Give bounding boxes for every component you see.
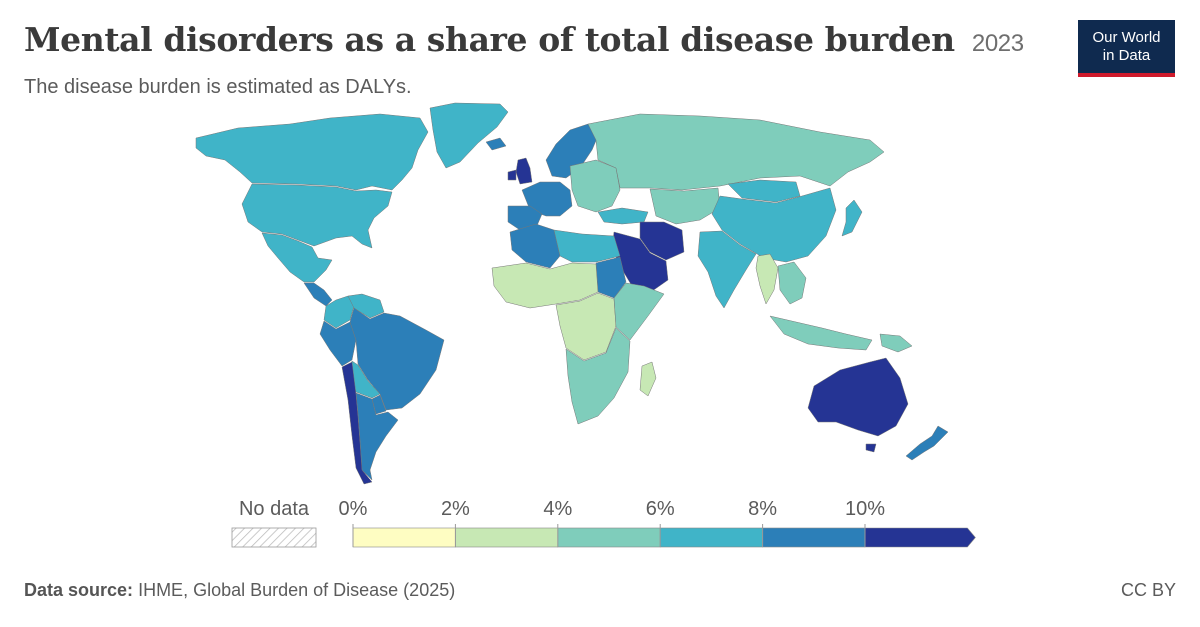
- region-new-zealand[interactable]: [905, 425, 949, 461]
- region-mexico[interactable]: [261, 232, 333, 283]
- region-japan[interactable]: [841, 199, 863, 237]
- logo-line-1: Our World: [1092, 29, 1161, 46]
- logo-line-2: in Data: [1102, 47, 1151, 64]
- no-data-label: No data: [239, 498, 310, 520]
- legend-tick-label: 2%: [441, 498, 470, 520]
- legend-bin-4[interactable]: [762, 527, 866, 548]
- region-iran[interactable]: [639, 221, 685, 261]
- region-central-america[interactable]: [303, 282, 333, 307]
- chart-subtitle: The disease burden is estimated as DALYs…: [24, 76, 412, 98]
- legend-tick-label: 6%: [646, 498, 675, 520]
- legend-bin-5[interactable]: [864, 527, 976, 548]
- region-russia[interactable]: [587, 113, 885, 191]
- data-source: Data source: IHME, Global Burden of Dise…: [24, 580, 455, 601]
- legend-tick-label: 10%: [845, 498, 885, 520]
- region-algeria-morocco[interactable]: [509, 223, 561, 269]
- legend-tick-label: 4%: [543, 498, 572, 520]
- region-colombia[interactable]: [323, 295, 355, 329]
- chart-title: Mental disorders as a share of total dis…: [24, 20, 1024, 59]
- region-greenland[interactable]: [429, 102, 509, 169]
- legend-bin-2[interactable]: [557, 527, 661, 548]
- legend-bin-3[interactable]: [659, 527, 763, 548]
- map-legend: No data 0% 2% 4% 6% 8% 10%: [231, 498, 976, 548]
- region-southeast-asia[interactable]: [777, 261, 807, 305]
- region-indonesia[interactable]: [769, 315, 873, 351]
- region-scandinavia[interactable]: [545, 123, 599, 179]
- region-myanmar-thailand[interactable]: [755, 253, 779, 305]
- region-united-kingdom[interactable]: [515, 157, 533, 185]
- region-india[interactable]: [697, 230, 757, 309]
- region-central-africa[interactable]: [555, 292, 617, 361]
- data-source-label: Data source:: [24, 580, 134, 600]
- region-east-africa[interactable]: [613, 282, 665, 341]
- owid-logo[interactable]: Our World in Data: [1078, 20, 1175, 77]
- region-southern-africa[interactable]: [565, 327, 631, 425]
- region-australia[interactable]: [807, 357, 909, 437]
- region-mongolia[interactable]: [727, 179, 801, 203]
- region-brazil[interactable]: [349, 307, 445, 411]
- region-ireland[interactable]: [507, 169, 517, 181]
- data-source-text: IHME, Global Burden of Disease (2025): [138, 580, 456, 600]
- region-canada[interactable]: [195, 113, 429, 191]
- region-north-africa[interactable]: [553, 229, 621, 263]
- region-west-africa[interactable]: [491, 262, 599, 309]
- legend-tick-label: 0%: [339, 498, 368, 520]
- region-peru[interactable]: [319, 320, 357, 367]
- region-united-states[interactable]: [241, 183, 393, 249]
- region-central-asia[interactable]: [649, 187, 721, 225]
- title-text: Mental disorders as a share of total dis…: [24, 20, 955, 59]
- region-eastern-europe[interactable]: [569, 159, 621, 213]
- region-tasmania[interactable]: [865, 443, 877, 453]
- legend-bin-0[interactable]: [352, 527, 456, 548]
- region-chile[interactable]: [341, 361, 373, 485]
- legend-bin-1[interactable]: [455, 527, 559, 548]
- title-year: 2023: [971, 30, 1024, 57]
- region-madagascar[interactable]: [639, 361, 657, 397]
- no-data-swatch: [231, 527, 317, 548]
- region-turkey[interactable]: [597, 207, 649, 225]
- region-papua-new-guinea[interactable]: [879, 333, 913, 353]
- region-china[interactable]: [711, 187, 837, 263]
- legend-tick-label: 8%: [748, 498, 777, 520]
- region-iceland[interactable]: [485, 137, 507, 151]
- license-label[interactable]: CC BY: [1120, 580, 1176, 600]
